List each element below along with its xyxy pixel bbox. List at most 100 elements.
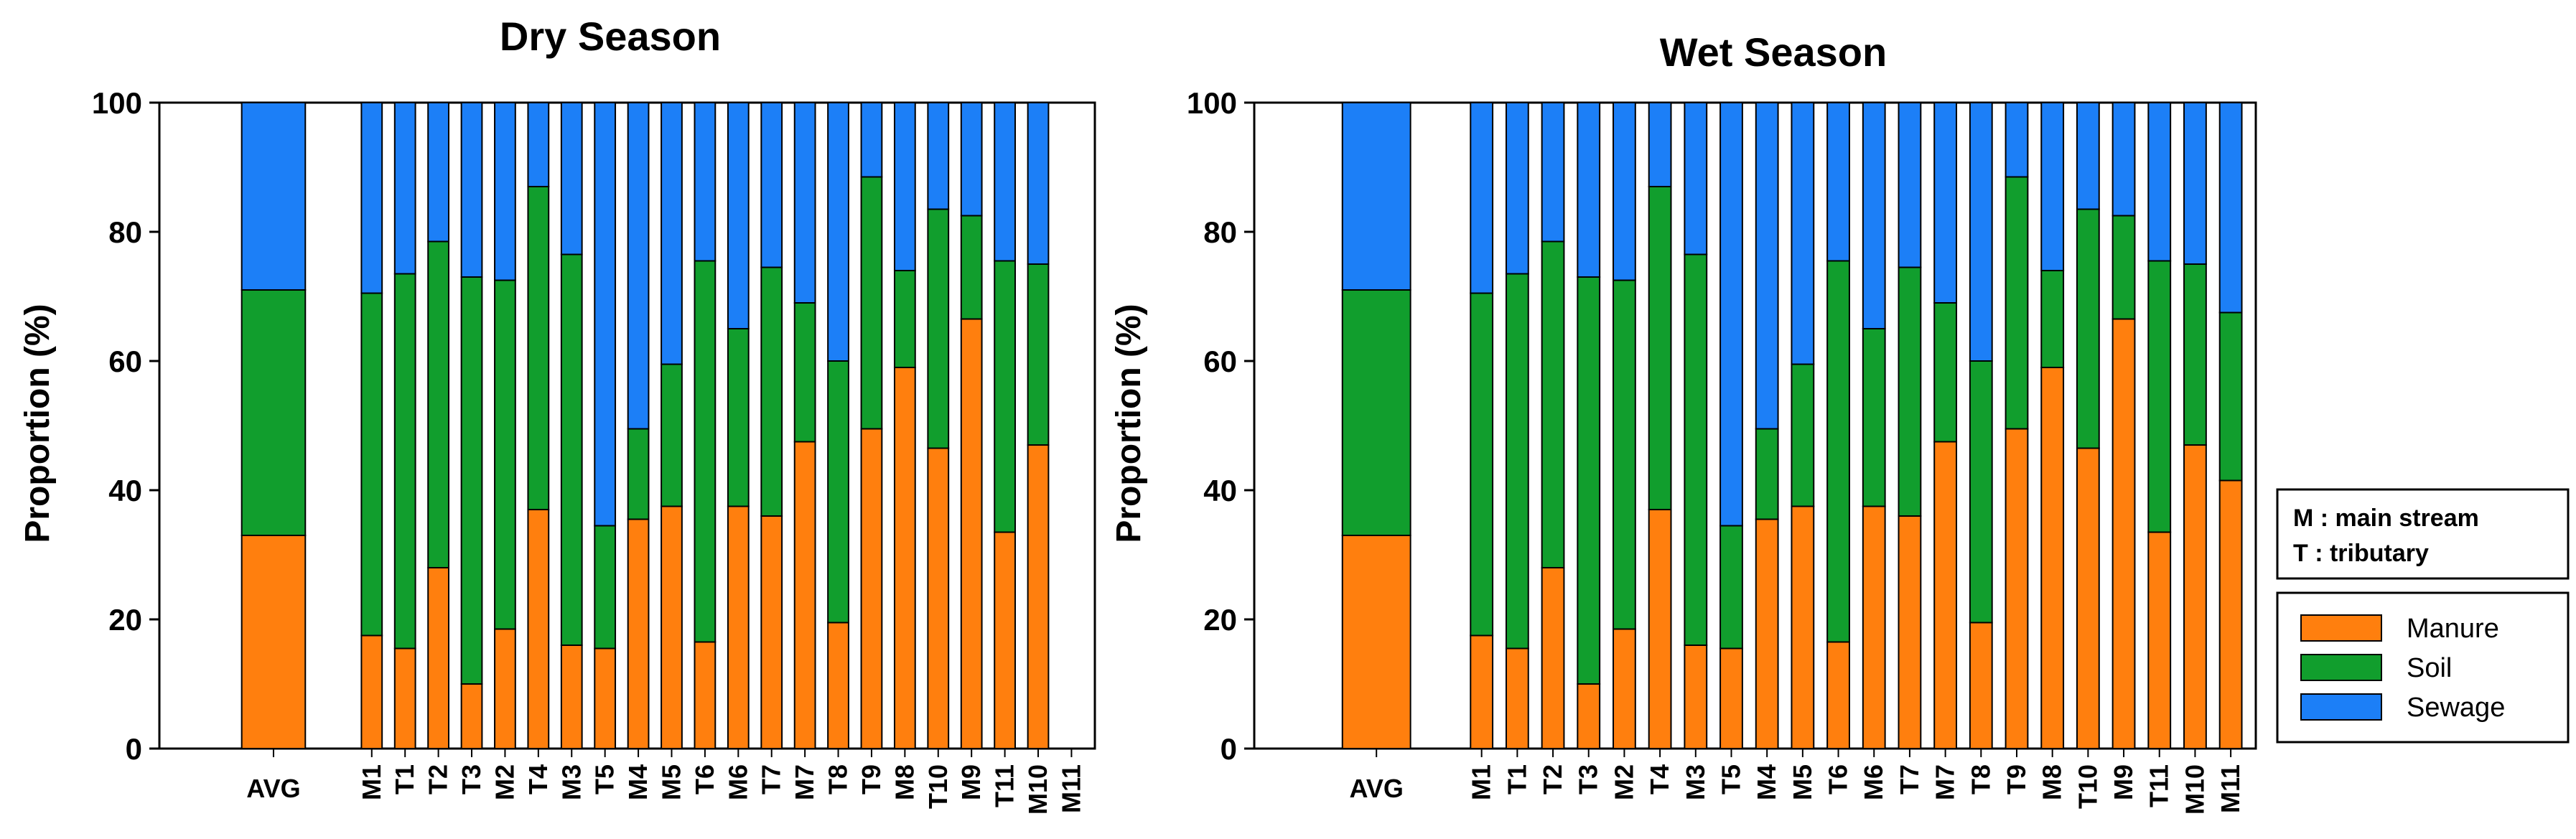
site-key-tributary: T : tributary xyxy=(2293,540,2429,567)
wet-bar-avg-soil xyxy=(1341,289,1411,536)
dry-y-tick-label: 0 xyxy=(126,732,142,766)
dry-bar-avg-sewage xyxy=(241,102,307,291)
wet-bar-m8-sewage xyxy=(2040,102,2065,271)
wet-bar-t4-sewage xyxy=(1648,102,1672,187)
wet-x-tick-label: T4 xyxy=(1645,764,1674,795)
legend-label-soil: Soil xyxy=(2407,653,2452,683)
wet-bar-t9-sewage xyxy=(2005,102,2029,178)
dry-bar-t7-manure xyxy=(760,515,783,749)
wet-bar-t3-soil xyxy=(1577,276,1601,685)
legend-swatch-manure xyxy=(2300,614,2382,642)
wet-bar-m10-sewage xyxy=(2183,102,2207,265)
dry-bar-m2-soil xyxy=(494,279,516,630)
dry-bar-t1-soil xyxy=(393,273,416,650)
dry-bar-t4-soil xyxy=(527,186,550,510)
wet-bar-t10-sewage xyxy=(2076,102,2100,210)
legend-label-sewage: Sewage xyxy=(2407,693,2505,723)
dry-y-tick-label: 20 xyxy=(108,603,142,637)
dry-bar-m6-sewage xyxy=(727,102,750,329)
wet-bar-avg-manure xyxy=(1341,535,1411,749)
dry-bar-m4-manure xyxy=(627,518,650,749)
wet-bar-t5-sewage xyxy=(1719,102,1743,527)
dry-x-tick-label: M11 xyxy=(1056,764,1086,813)
dry-bar-m2-sewage xyxy=(494,102,516,281)
dry-x-tick-label: M3 xyxy=(556,764,586,800)
wet-x-tick-label: M1 xyxy=(1467,764,1496,800)
wet-bar-avg-sewage xyxy=(1341,102,1411,291)
wet-bar-t3-manure xyxy=(1577,683,1601,749)
dry-bar-t8-sewage xyxy=(827,102,849,362)
wet-bar-m6-soil xyxy=(1862,328,1886,507)
dry-plot-frame xyxy=(158,101,1096,750)
wet-bar-m3-manure xyxy=(1684,645,1708,749)
wet-bar-t11-soil xyxy=(2147,260,2172,533)
dry-x-tick-label: M9 xyxy=(956,764,986,800)
dry-bar-m5-sewage xyxy=(661,102,683,365)
wet-bar-m6-manure xyxy=(1862,505,1886,749)
wet-bar-m2-manure xyxy=(1613,628,1636,749)
wet-bar-m11-sewage xyxy=(2218,102,2243,314)
wet-bar-t1-sewage xyxy=(1505,102,1529,275)
dry-x-tick-label: T10 xyxy=(923,764,953,809)
dry-bar-t11-sewage xyxy=(994,102,1016,262)
dry-y-tick-label: 100 xyxy=(92,86,142,120)
wet-y-tick-label: 60 xyxy=(1203,344,1237,378)
wet-bar-t10-manure xyxy=(2076,447,2100,749)
wet-bar-m1-sewage xyxy=(1470,102,1494,294)
dry-bar-m3-soil xyxy=(560,253,583,646)
wet-bar-t11-manure xyxy=(2147,531,2172,749)
wet-x-tick-label: M4 xyxy=(1752,764,1781,800)
dry-bar-t1-sewage xyxy=(393,102,416,275)
dry-bar-t9-manure xyxy=(860,428,883,749)
dry-bar-m9-soil xyxy=(960,215,983,320)
dry-y-tick-label: 40 xyxy=(108,474,142,507)
wet-x-tick-label: T5 xyxy=(1716,764,1745,795)
wet-y-tick-label: 80 xyxy=(1203,215,1237,249)
wet-bar-m11-manure xyxy=(2218,479,2243,749)
wet-x-tick-label: M5 xyxy=(1788,764,1817,800)
wet-bar-t10-soil xyxy=(2076,208,2100,449)
dry-bar-m1-soil xyxy=(360,292,383,637)
legend-swatch-sewage xyxy=(2300,693,2382,721)
dry-bar-m8-sewage xyxy=(893,102,916,271)
dry-x-tick-label: T4 xyxy=(523,764,553,795)
wet-y-tick-label: 100 xyxy=(1187,86,1237,120)
wet-bar-m5-soil xyxy=(1791,363,1815,507)
dry-bar-t6-sewage xyxy=(694,102,717,262)
wet-bar-t6-soil xyxy=(1826,260,1850,643)
dry-bar-t11-manure xyxy=(994,531,1016,749)
dry-bar-avg-manure xyxy=(241,535,307,749)
dry-x-tick-label: M7 xyxy=(790,764,819,800)
wet-bar-m7-soil xyxy=(1933,302,1958,443)
wet-x-tick-label: M7 xyxy=(1931,764,1960,800)
dry-x-tick-label: M8 xyxy=(890,764,919,800)
dry-bar-t7-sewage xyxy=(760,102,783,268)
wet-bar-t8-manure xyxy=(1969,622,1993,749)
wet-bar-m9-soil xyxy=(2111,215,2136,320)
wet-bar-t7-soil xyxy=(1898,266,1922,517)
wet-x-tick-label: T1 xyxy=(1502,764,1531,795)
dry-bar-m10-sewage xyxy=(1027,102,1050,265)
wet-bar-m3-sewage xyxy=(1684,102,1708,256)
wet-bar-m4-soil xyxy=(1755,428,1779,520)
dry-bar-t7-soil xyxy=(760,266,783,517)
dry-bar-t8-manure xyxy=(827,622,849,749)
wet-bar-m4-sewage xyxy=(1755,102,1779,430)
wet-y-tick-label: 40 xyxy=(1203,474,1237,507)
wet-bar-t6-manure xyxy=(1826,641,1850,749)
wet-x-tick-label: T10 xyxy=(2073,764,2102,809)
dry-bar-m5-soil xyxy=(661,363,683,507)
dry-bar-m7-soil xyxy=(793,302,816,443)
dry-x-tick-label: M5 xyxy=(656,764,686,800)
wet-x-tick-label: AVG xyxy=(1350,774,1404,803)
dry-bar-m9-manure xyxy=(960,318,983,749)
dry-bar-t4-sewage xyxy=(527,102,550,187)
dry-x-tick-label: T9 xyxy=(857,764,886,795)
dry-bar-t9-soil xyxy=(860,176,883,430)
dry-bar-m3-manure xyxy=(560,645,583,749)
dry-y-axis-label: Proportion (%) xyxy=(19,304,57,543)
dry-bar-t2-manure xyxy=(427,567,449,749)
